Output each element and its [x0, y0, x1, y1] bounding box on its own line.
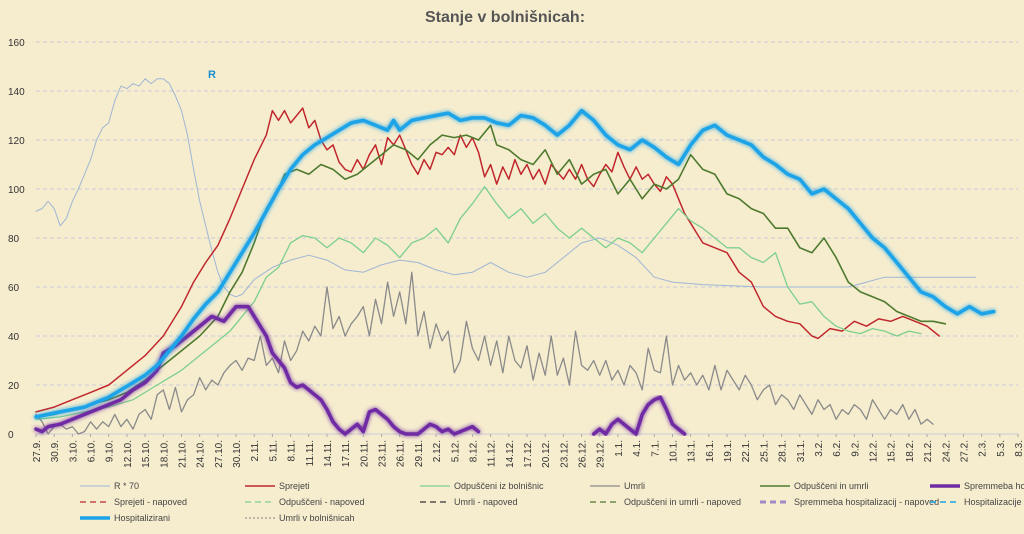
x-tick-label: 27.9. [32, 440, 43, 462]
x-tick-label: 4.1. [632, 440, 643, 457]
x-tick-label: 31.1. [796, 440, 807, 462]
x-tick-label: 14.12. [505, 440, 516, 468]
x-tick-label: 5.12. [450, 440, 461, 462]
x-tick-label: 22.1. [741, 440, 752, 462]
x-tick-label: 21.2. [923, 440, 934, 462]
x-tick-label: 19.1. [723, 440, 734, 462]
series-line-r-70 [35, 78, 977, 298]
x-tick-label: 23.12. [559, 440, 570, 468]
legend-label: Odpuščeni in umrli - napoved [624, 497, 741, 507]
chart-title: Stanje v bolnišnicah: [425, 9, 585, 26]
legend-label: R * 70 [114, 481, 139, 491]
x-tick-label: 23.11. [378, 440, 389, 467]
y-tick-label: 100 [8, 185, 25, 196]
x-tick-label: 1.1. [614, 440, 625, 457]
x-tick-label: 2.11. [250, 440, 261, 462]
x-tick-label: 20.11. [359, 440, 370, 467]
legend-label: Spremmeba hospitalizacij - napoved [794, 497, 939, 507]
x-tick-label: 8.3. [1014, 440, 1024, 457]
x-tick-label: 18.10. [159, 440, 170, 468]
x-tick-label: 18.2. [905, 440, 916, 462]
x-tick-label: 12.10. [123, 440, 134, 468]
x-tick-label: 29.11. [414, 440, 425, 467]
series-line-odpu-eni-in-umrli [35, 124, 947, 418]
r-label: R [208, 69, 216, 81]
x-tick-label: 3.10. [68, 440, 79, 462]
x-tick-label: 30.10. [232, 440, 243, 468]
y-tick-label: 40 [8, 332, 20, 343]
legend-label: Hospitalizirani [114, 513, 170, 523]
series-line-sprejeti [35, 107, 940, 413]
grid [36, 41, 1018, 435]
x-tick-label: 15.10. [141, 440, 152, 468]
legend-label: Sprejeti [279, 481, 310, 491]
legend-label: Odpuščeni - napoved [279, 497, 365, 507]
x-tick-label: 9.10. [105, 440, 116, 462]
y-tick-label: 0 [8, 430, 14, 441]
series-line-umrli [35, 271, 934, 435]
x-tick-label: 5.3. [996, 440, 1007, 457]
x-tick-label: 13.1. [687, 440, 698, 462]
x-tick-label: 8.11. [287, 440, 298, 462]
x-tick-label: 8.12. [468, 440, 479, 462]
legend: R * 70 Sprejeti Odpuščeni iz bolnišnic Umrl… [80, 481, 1024, 523]
x-tick-label: 26.11. [396, 440, 407, 467]
y-tick-label: 60 [8, 283, 20, 294]
x-tick-label: 25.1. [759, 440, 770, 462]
x-tick-label: 6.10. [87, 440, 98, 462]
legend-label: Sprejeti - napoved [114, 497, 187, 507]
series-line-spremmeba-hospitalizacij [34, 304, 481, 436]
series-layer [34, 78, 996, 436]
legend-label: Odpuščeni in umrli [794, 481, 869, 491]
legend-label: Odpuščeni iz bolnišnic [454, 481, 544, 491]
x-tick-label: 28.1. [778, 440, 789, 462]
y-tick-label: 80 [8, 234, 20, 245]
x-tick-label: 3.2. [814, 440, 825, 457]
x-axis-ticks: 27.9. 30.9. 3.10. 6.10. 9.10. 12.10. 15.10. 18.… [32, 434, 1024, 468]
x-tick-label: 16.1. [705, 440, 716, 462]
x-tick-label: 24.2. [941, 440, 952, 462]
legend-label: Umrli - napoved [454, 497, 518, 507]
x-tick-label: 20.12. [541, 440, 552, 468]
x-tick-label: 14.11. [323, 440, 334, 467]
x-tick-label: 2.12. [432, 440, 443, 462]
x-tick-label: 11.12. [487, 440, 498, 467]
x-tick-label: 29.12. [596, 440, 607, 468]
x-tick-label: 10.1. [668, 440, 679, 462]
legend-label: Umrli [624, 481, 645, 491]
y-tick-label: 120 [8, 136, 25, 147]
legend-label: Umrli v bolnišnicah [279, 513, 355, 523]
x-tick-label: 5.11. [268, 440, 279, 462]
x-tick-label: 24.10. [196, 440, 207, 468]
series-line-odpu-eni-iz-bolni-nic [35, 185, 922, 420]
x-tick-label: 21.10. [177, 440, 188, 468]
x-tick-label: 12.2. [869, 440, 880, 462]
x-tick-label: 17.12. [523, 440, 534, 468]
x-tick-label: 27.10. [214, 440, 225, 468]
x-tick-label: 30.9. [50, 440, 61, 462]
x-tick-label: 6.2. [832, 440, 843, 457]
legend-label: Spremmeba hospitalizacij [964, 481, 1024, 491]
y-tick-label: 140 [8, 87, 25, 98]
x-tick-label: 9.2. [850, 440, 861, 457]
x-tick-label: 27.2. [959, 440, 970, 462]
x-tick-label: 11.11. [305, 440, 316, 466]
y-tick-label: 160 [8, 38, 25, 49]
y-tick-label: 20 [8, 381, 20, 392]
series-line-spremmeba-hospitalizacij-2 [591, 395, 687, 436]
x-tick-label: 17.11. [341, 440, 352, 467]
legend-label: Hospitalizacije - napoved [964, 497, 1024, 507]
x-tick-label: 7.1. [650, 440, 661, 457]
y-axis-ticks: 0 20 40 60 80 100 120 140 160 [8, 38, 25, 441]
x-tick-label: 2.3. [978, 440, 989, 457]
x-tick-label: 15.2. [887, 440, 898, 462]
series-line-hospitalizirani [34, 108, 996, 419]
x-tick-label: 26.12. [578, 440, 589, 468]
